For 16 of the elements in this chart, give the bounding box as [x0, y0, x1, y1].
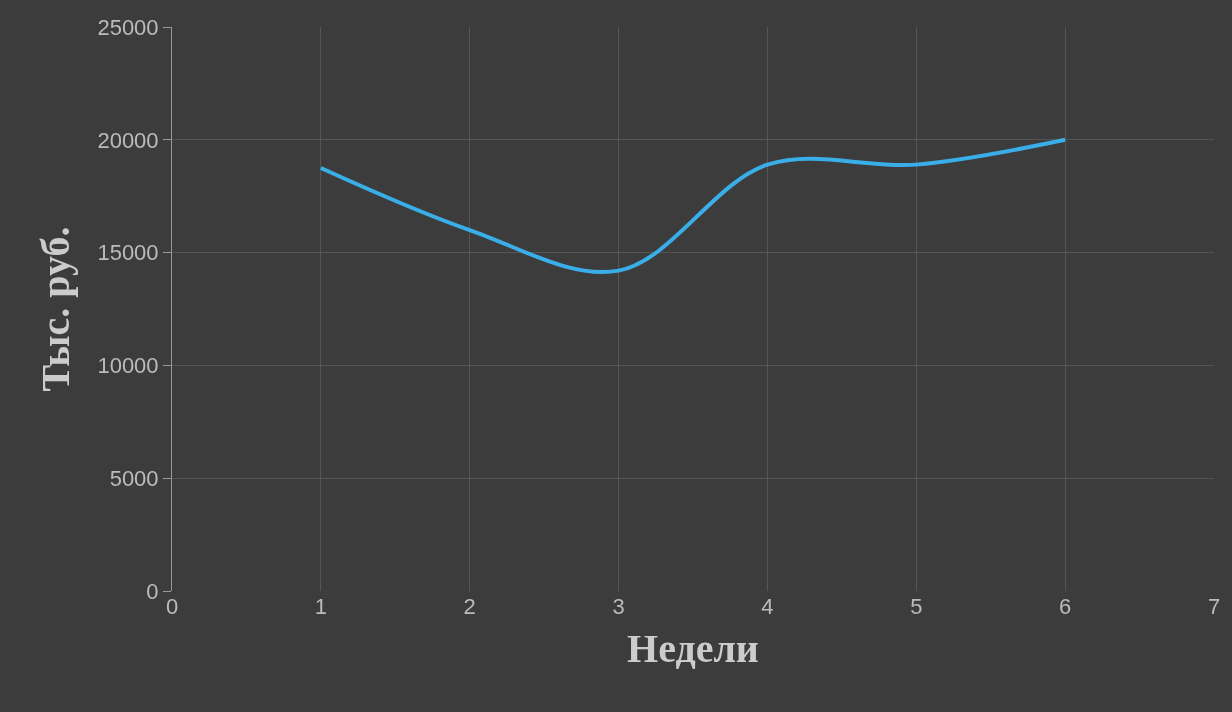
x-tick-label: 5: [910, 594, 923, 619]
x-tick-label: 0: [165, 594, 179, 619]
x-tick-label: 6: [1059, 594, 1072, 619]
y-tick-label: 5000: [109, 465, 159, 491]
x-axis-title: Недели: [627, 625, 759, 671]
y-tick-label: 10000: [97, 353, 159, 379]
x-tick-label: 4: [761, 594, 774, 619]
y-tick-label: 20000: [97, 127, 159, 153]
x-tick-label: 2: [463, 594, 476, 619]
y-tick-label: 25000: [97, 14, 159, 40]
x-tick-label: 3: [612, 594, 625, 619]
x-tick-label: 1: [314, 594, 327, 619]
y-tick-label: 15000: [97, 240, 159, 266]
y-axis-title: Тыс. руб.: [32, 226, 78, 392]
line-series: [318, 137, 1068, 274]
x-tick-label: 7: [1207, 594, 1221, 619]
